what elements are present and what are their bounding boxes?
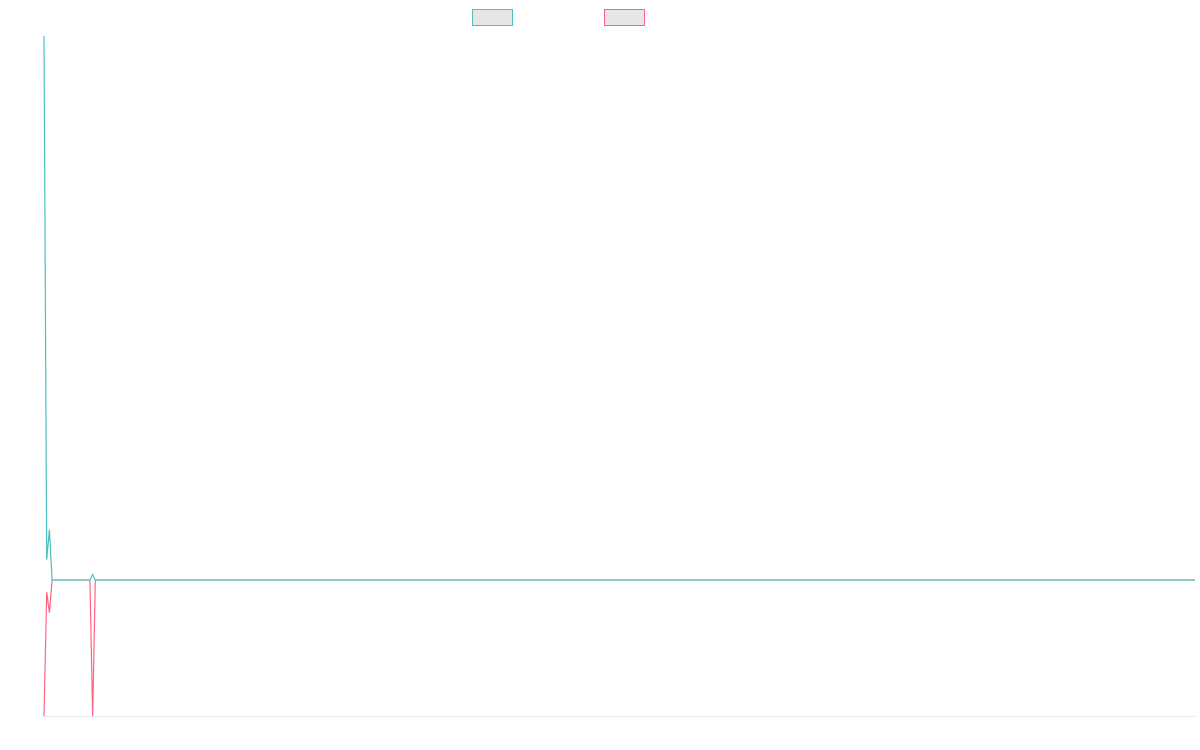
line-series xyxy=(43,579,1195,717)
legend-swatch xyxy=(604,9,645,26)
legend-swatch xyxy=(472,9,513,26)
line-series xyxy=(43,35,1195,581)
